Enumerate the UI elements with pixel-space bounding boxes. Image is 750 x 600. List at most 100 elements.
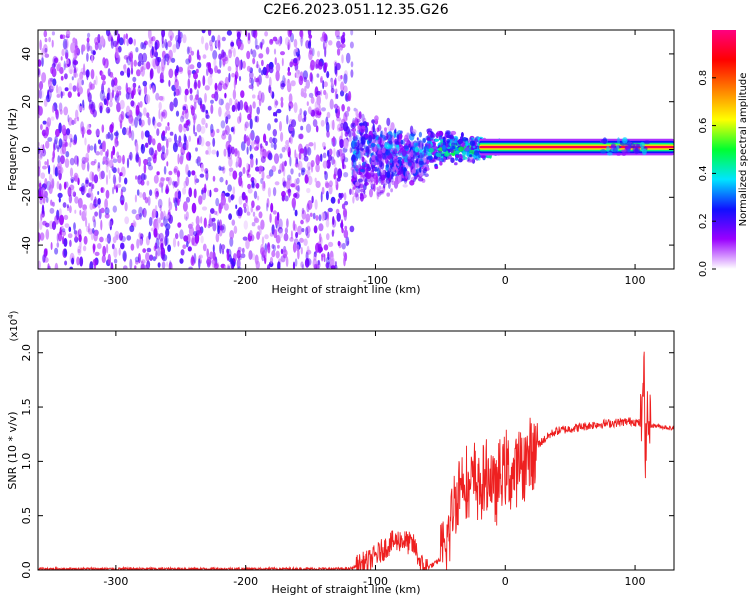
heatmap-cell <box>90 160 96 166</box>
heatmap-cell <box>273 142 277 150</box>
heatmap-cell <box>306 101 309 106</box>
heatmap-cell <box>340 75 343 80</box>
heatmap-cell <box>198 258 201 269</box>
heatmap-cell <box>252 57 256 65</box>
heatmap-cell <box>202 75 206 87</box>
heatmap-cell <box>299 36 304 43</box>
heatmap-cell <box>165 125 168 134</box>
heatmap-cell <box>326 159 331 169</box>
heatmap-cell <box>308 106 312 115</box>
heatmap-cell <box>313 141 316 151</box>
heatmap-cell <box>248 250 253 260</box>
heatmap-cell <box>393 159 398 163</box>
heatmap-cell <box>150 68 154 79</box>
heatmap-cell <box>61 225 64 231</box>
heatmap-cell <box>228 195 232 203</box>
heatmap-cell <box>317 50 320 58</box>
heatmap-cell <box>307 175 313 186</box>
heatmap-cell <box>79 209 82 216</box>
heatmap-cell <box>122 127 127 136</box>
heatmap-cell <box>173 91 176 97</box>
heatmap-cell <box>315 90 322 96</box>
heatmap-cell <box>173 181 178 188</box>
heatmap-cell <box>386 192 391 197</box>
x-tick-label: 0 <box>502 575 509 588</box>
heatmap-cell <box>76 155 79 167</box>
heatmap-cell <box>287 66 290 73</box>
heatmap-cell <box>162 109 168 119</box>
heatmap-cell <box>95 151 101 156</box>
heatmap-cell <box>97 162 101 169</box>
heatmap-cell <box>83 157 89 163</box>
heatmap-cell <box>336 212 341 222</box>
heatmap-cell <box>200 216 203 224</box>
heatmap-cell <box>306 245 310 255</box>
heatmap-cell <box>99 105 103 114</box>
heatmap-cell <box>364 178 368 187</box>
heatmap-cell <box>106 92 111 101</box>
heatmap-cell <box>228 133 232 143</box>
heatmap-cell <box>148 216 153 227</box>
heatmap-cell <box>355 181 360 186</box>
heatmap-cell <box>215 232 220 243</box>
heatmap-cell <box>278 36 282 47</box>
heatmap-cell <box>138 52 144 63</box>
heatmap-cell <box>233 225 238 234</box>
heatmap-cell <box>281 146 286 153</box>
heatmap-cell <box>46 117 52 127</box>
heatmap-cell <box>218 53 223 60</box>
heatmap-cell <box>323 89 327 96</box>
heatmap-cell <box>183 133 187 143</box>
heatmap-cell <box>147 161 152 167</box>
heatmap-cell <box>299 30 303 38</box>
heatmap-cell <box>219 219 223 231</box>
heatmap-cell <box>468 154 473 158</box>
heatmap-cell <box>161 40 165 49</box>
heatmap-cell <box>311 195 314 204</box>
heatmap-cell <box>376 191 379 200</box>
heatmap-cell <box>210 208 215 214</box>
heatmap-cell <box>372 123 375 133</box>
heatmap-cell <box>281 190 286 198</box>
heatmap-cell <box>79 71 84 81</box>
heatmap-cell <box>281 161 285 172</box>
heatmap-cell <box>97 139 102 145</box>
heatmap-cell <box>600 149 607 154</box>
heatmap-cell <box>244 123 247 132</box>
colorbar-tick-label: 0.4 <box>698 165 709 181</box>
heatmap-cell <box>130 243 135 251</box>
heatmap-cell <box>48 164 51 175</box>
heatmap-cell <box>137 61 142 67</box>
heatmap-cell <box>343 139 349 149</box>
heatmap-cell <box>172 142 178 153</box>
snr-panel <box>38 351 674 570</box>
heatmap-cell <box>70 179 74 184</box>
heatmap-cell <box>114 95 118 101</box>
heatmap-cell <box>193 231 198 237</box>
heatmap-cell <box>38 147 41 155</box>
heatmap-cell <box>627 148 631 153</box>
heatmap-cell <box>117 167 120 174</box>
heatmap-cell <box>152 116 156 126</box>
heatmap-cell <box>206 248 209 258</box>
heatmap-cell <box>344 201 349 206</box>
heatmap-cell <box>353 141 358 147</box>
heatmap-cell <box>382 154 388 160</box>
heatmap-cell <box>151 36 154 42</box>
heatmap-cell <box>225 116 229 125</box>
heatmap-cell <box>329 98 334 110</box>
heatmap-cell <box>408 143 411 148</box>
heatmap-cell <box>149 83 152 90</box>
heatmap-cell <box>93 263 97 269</box>
heatmap-cell <box>79 187 84 192</box>
heatmap-cell <box>301 207 305 215</box>
heatmap-cell <box>381 147 386 154</box>
heatmap-cell <box>242 236 248 241</box>
heatmap-cell <box>321 186 325 195</box>
heatmap-cell <box>190 50 195 56</box>
heatmap-cell <box>353 192 359 198</box>
heatmap-cell <box>151 46 154 56</box>
heatmap-cell <box>326 130 330 138</box>
heatmap-cell <box>105 133 109 140</box>
heatmap-cell <box>86 70 89 81</box>
